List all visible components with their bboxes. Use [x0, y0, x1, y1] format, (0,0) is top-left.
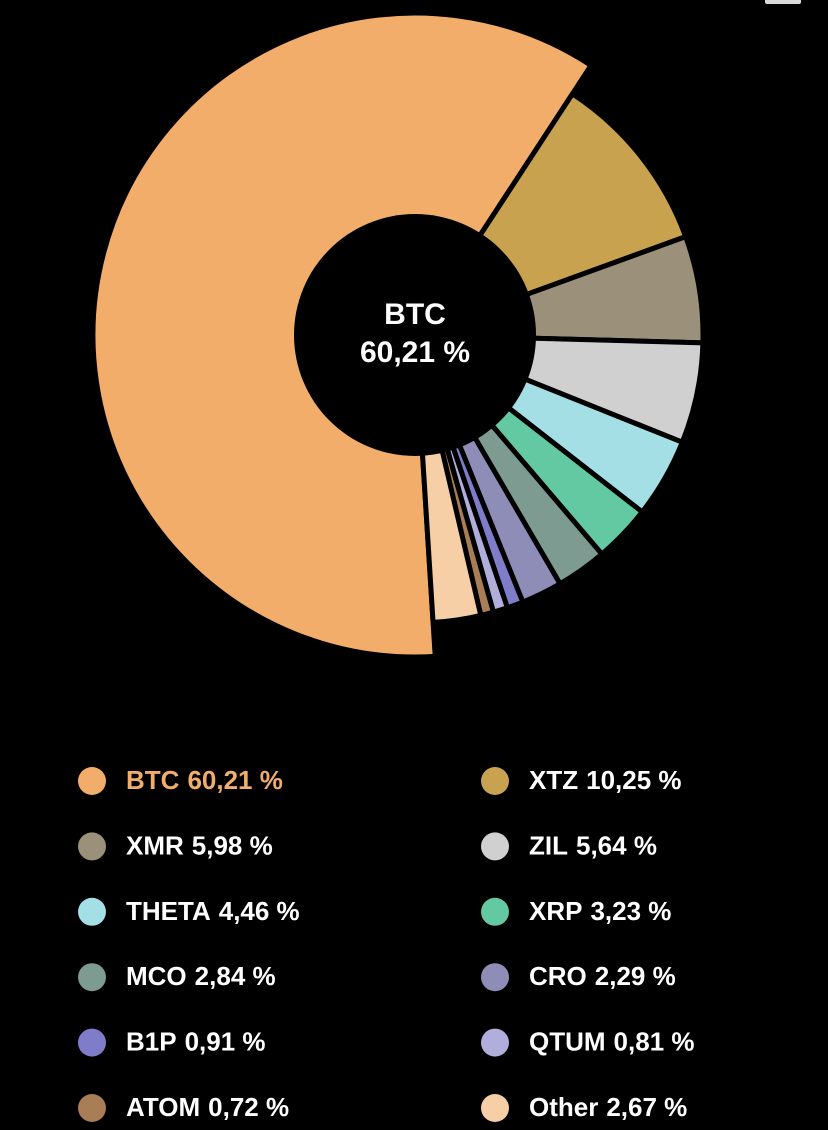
legend-swatch — [481, 963, 509, 992]
legend-name: XMR — [126, 830, 184, 860]
legend-item[interactable]: ZIL 5,64 % — [481, 830, 657, 861]
legend-swatch — [78, 832, 106, 861]
legend-item[interactable]: XTZ 10,25 % — [481, 765, 682, 795]
legend-value: 2,67 % — [606, 1092, 687, 1122]
legend-value: 10,25 % — [586, 765, 681, 795]
legend-value: 2,84 % — [195, 961, 276, 991]
legend-item[interactable]: ATOM 0,72 % — [78, 1092, 289, 1122]
legend-item[interactable]: THETA 4,46 % — [78, 896, 300, 926]
legend-value: 4,46 % — [219, 896, 300, 926]
legend-name: MCO — [126, 961, 187, 991]
legend-label: CRO 2,29 % — [529, 961, 676, 991]
menu-button[interactable] — [765, 0, 801, 4]
legend-name: XRP — [529, 896, 582, 926]
center-label: BTC — [384, 298, 446, 331]
legend-label: QTUM 0,81 % — [529, 1026, 695, 1056]
legend-label: BTC 60,21 % — [126, 765, 283, 795]
legend-name: B1P — [126, 1026, 177, 1056]
legend-swatch — [481, 1094, 509, 1122]
legend-value: 2,29 % — [595, 961, 676, 991]
legend-name: CRO — [529, 961, 587, 991]
center-value: 60,21 % — [360, 336, 470, 369]
legend-item[interactable]: BTC 60,21 % — [78, 765, 283, 795]
legend: BTC 60,21 % XTZ 10,25 % XMR 5,98 % ZIL 5,64 % TH… — [78, 765, 695, 1122]
legend-swatch — [78, 767, 106, 795]
legend-name: ZIL — [529, 830, 568, 860]
legend-value: 0,91 % — [185, 1026, 266, 1056]
legend-swatch — [78, 1028, 106, 1057]
legend-name: XTZ — [529, 765, 578, 795]
legend-name: Other — [529, 1092, 598, 1122]
legend-item[interactable]: B1P 0,91 % — [78, 1026, 266, 1057]
legend-label: ZIL 5,64 % — [529, 830, 657, 860]
legend-label: THETA 4,46 % — [126, 896, 300, 926]
legend-name: QTUM — [529, 1026, 606, 1056]
legend-item[interactable]: XRP 3,23 % — [481, 896, 671, 926]
legend-swatch — [481, 897, 509, 926]
legend-value: 3,23 % — [590, 896, 671, 926]
legend-value: 0,81 % — [614, 1026, 695, 1056]
legend-value: 60,21 % — [187, 765, 282, 795]
legend-name: BTC — [126, 765, 180, 795]
legend-swatch — [78, 897, 106, 926]
donut-hole — [294, 214, 536, 456]
legend-value: 5,64 % — [576, 830, 657, 860]
legend-label: XMR 5,98 % — [126, 830, 273, 860]
legend-item[interactable]: MCO 2,84 % — [78, 961, 276, 992]
legend-name: ATOM — [126, 1092, 200, 1122]
legend-item[interactable]: XMR 5,98 % — [78, 830, 273, 861]
legend-label: ATOM 0,72 % — [126, 1092, 289, 1122]
legend-label: XTZ 10,25 % — [529, 765, 682, 795]
legend-value: 5,98 % — [192, 830, 273, 860]
legend-label: MCO 2,84 % — [126, 961, 276, 991]
legend-name: THETA — [126, 896, 211, 926]
legend-label: XRP 3,23 % — [529, 896, 671, 926]
legend-swatch — [481, 1028, 509, 1057]
legend-swatch — [481, 767, 509, 795]
legend-swatch — [481, 832, 509, 861]
legend-item[interactable]: CRO 2,29 % — [481, 961, 676, 992]
legend-swatch — [78, 1094, 106, 1122]
legend-item[interactable]: Other 2,67 % — [481, 1092, 687, 1122]
legend-label: B1P 0,91 % — [126, 1026, 266, 1056]
legend-value: 0,72 % — [208, 1092, 289, 1122]
legend-label: Other 2,67 % — [529, 1092, 687, 1122]
legend-item[interactable]: QTUM 0,81 % — [481, 1026, 695, 1057]
legend-swatch — [78, 963, 106, 992]
